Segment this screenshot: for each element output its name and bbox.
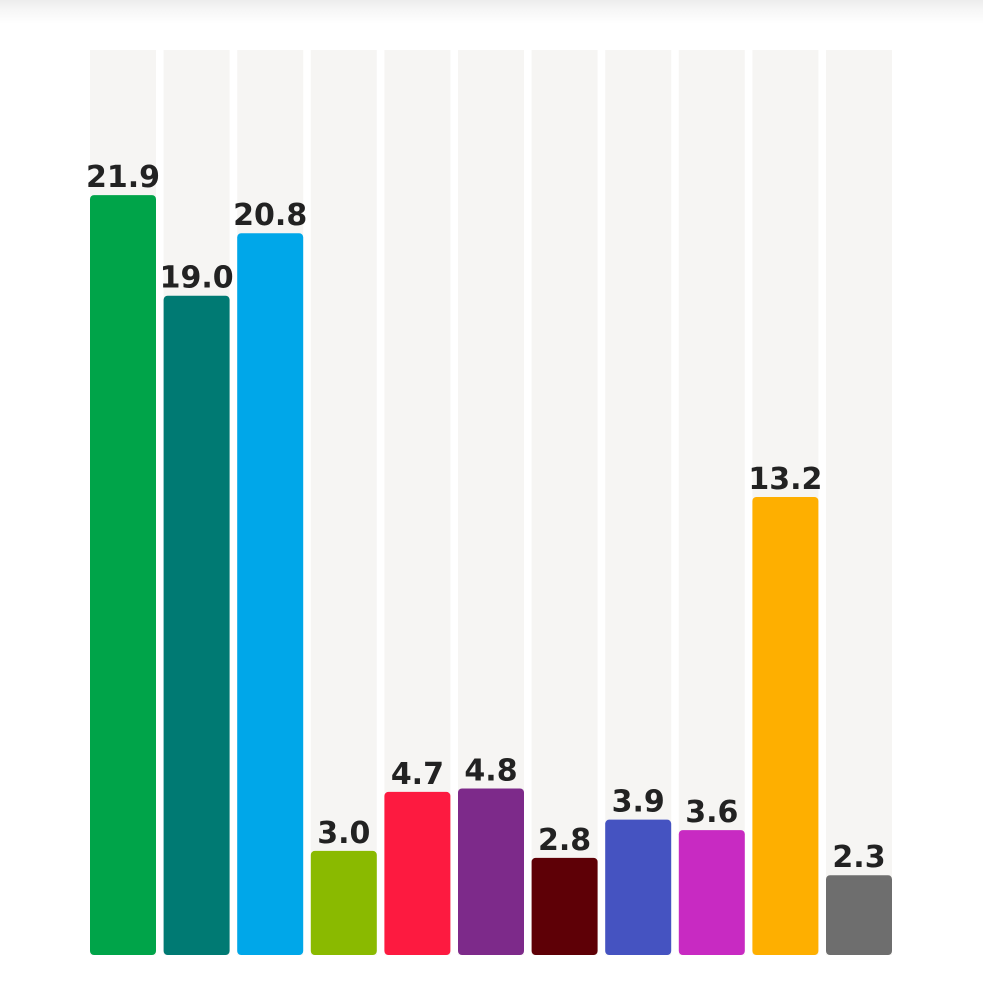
bar xyxy=(605,819,672,955)
bar-track xyxy=(605,50,672,955)
bar-value-label: 3.9 xyxy=(612,785,665,820)
bar-value-label: 2.3 xyxy=(832,840,885,875)
bar xyxy=(384,791,451,955)
bar-value-label: 13.2 xyxy=(748,462,822,497)
bar-value-label: 4.8 xyxy=(464,753,517,788)
bar-value-label: 20.8 xyxy=(233,198,307,233)
bar xyxy=(237,233,304,956)
bar-value-label: 4.7 xyxy=(391,757,444,792)
bar-value-label: 3.0 xyxy=(317,816,370,851)
bar-track xyxy=(678,50,745,955)
bar-value-label: 21.9 xyxy=(86,160,160,195)
bar-track xyxy=(826,50,892,955)
bar-value-label: 3.6 xyxy=(685,795,738,830)
bar xyxy=(90,195,156,955)
bar-value-label: 19.0 xyxy=(160,261,234,296)
value-labels: 21.9 19.0 20.8 3.0 4.7 4.8 2.8 3.9 3.6 13.2 2.3 xyxy=(86,160,886,875)
bar-track xyxy=(310,50,377,955)
top-shadow xyxy=(0,0,983,24)
bar xyxy=(163,295,230,955)
bar xyxy=(310,850,377,955)
bar xyxy=(458,788,524,955)
bar xyxy=(531,857,598,955)
bar-value-label: 2.8 xyxy=(538,823,591,858)
bars xyxy=(90,195,892,956)
bar xyxy=(826,875,892,955)
bar xyxy=(678,830,745,955)
bar xyxy=(752,496,819,955)
bar-track xyxy=(531,50,598,955)
